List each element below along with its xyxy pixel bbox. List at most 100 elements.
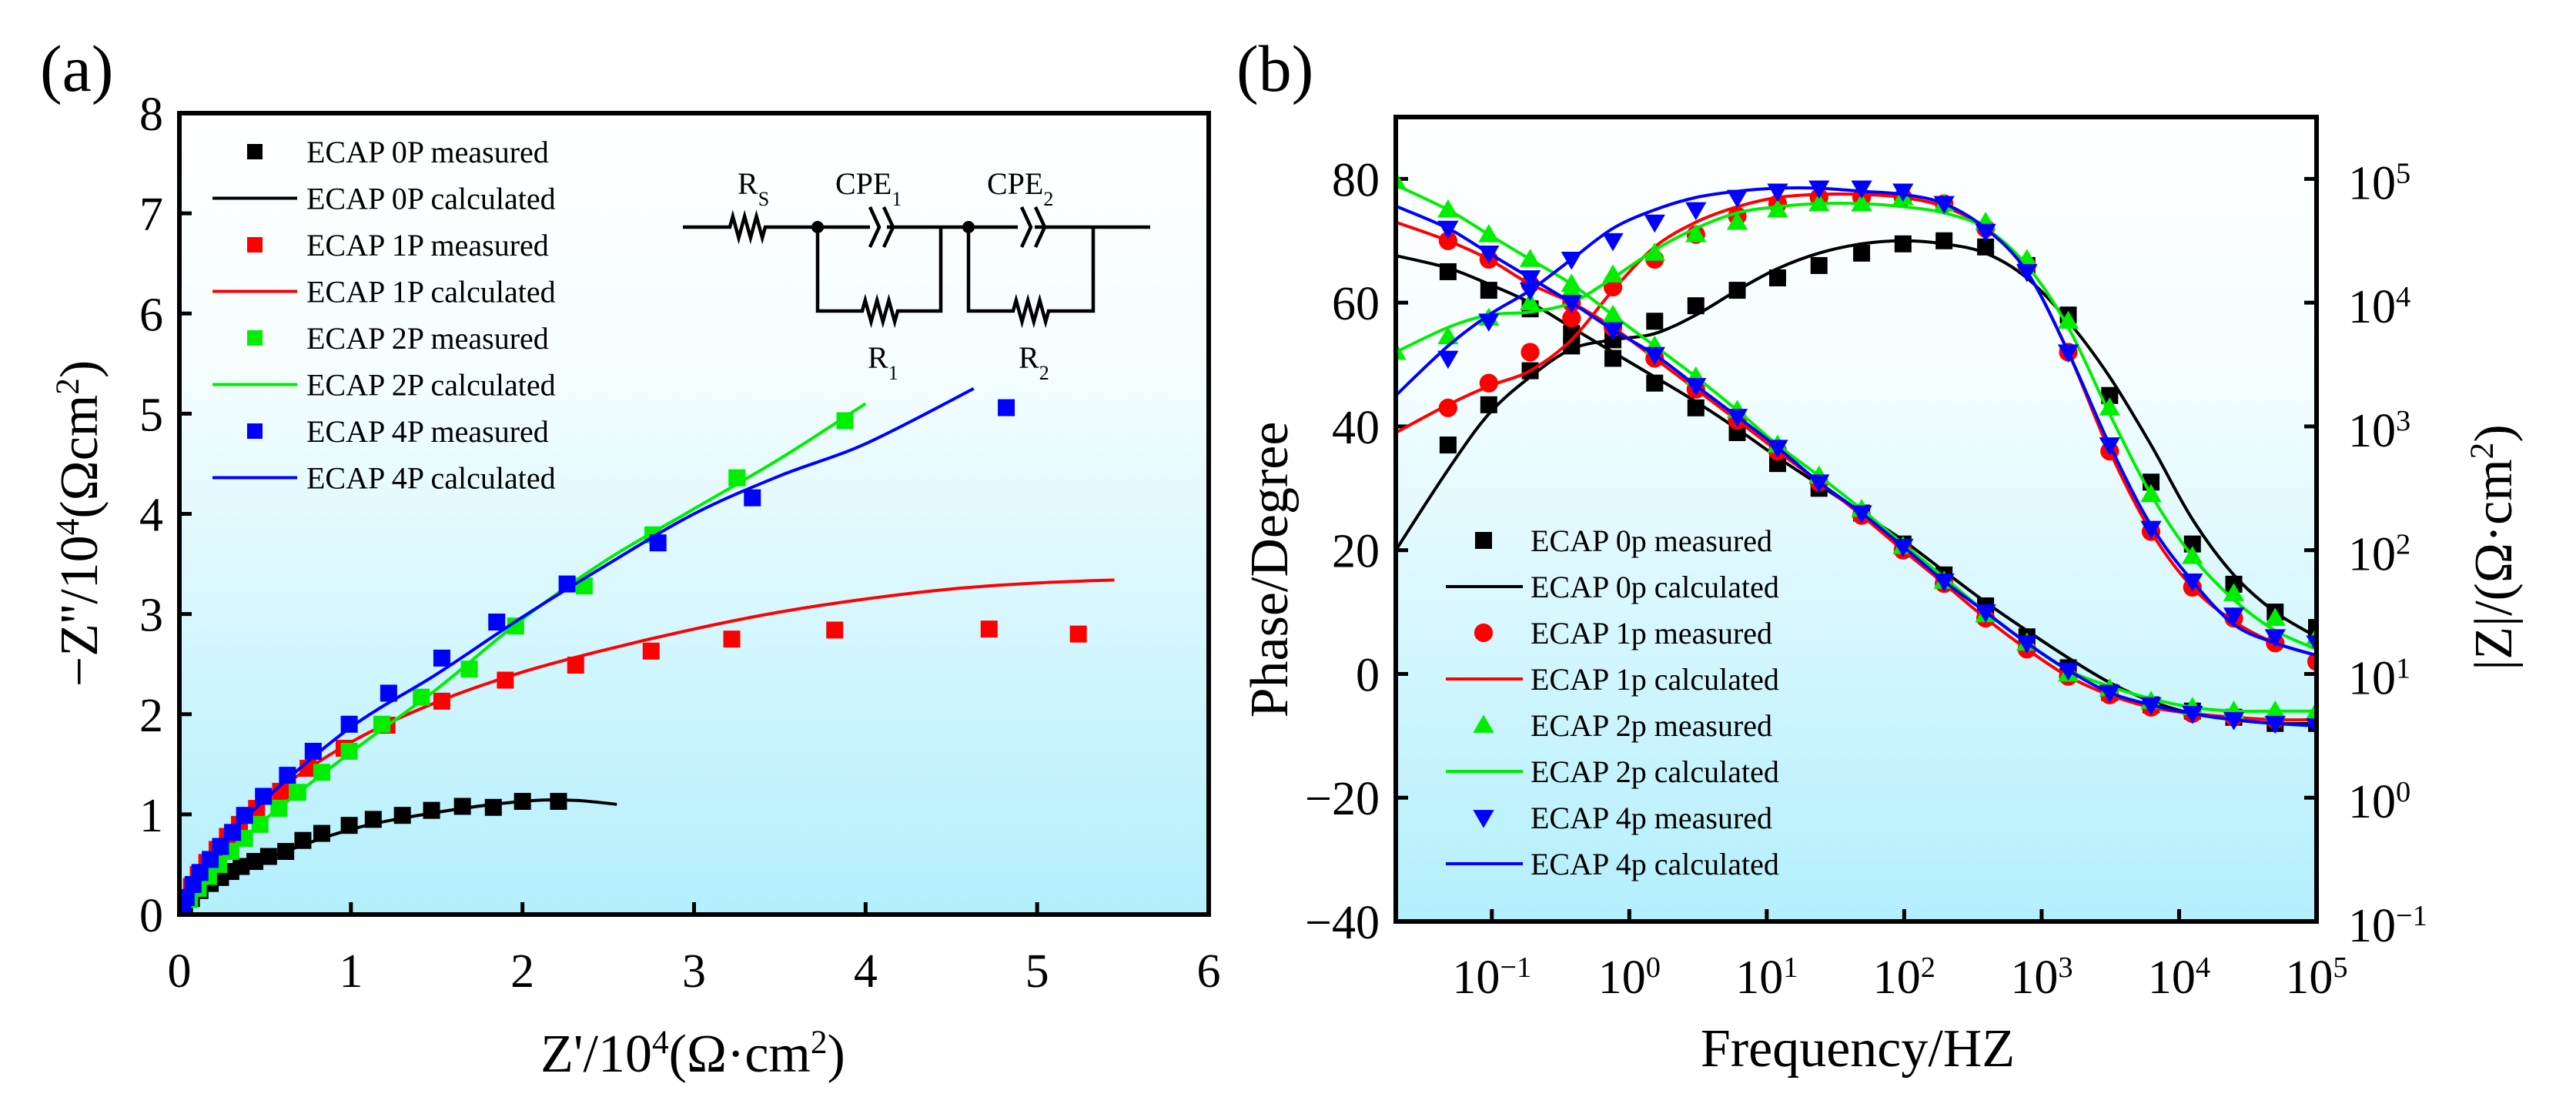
legend-entry: ECAP 1P measured <box>247 228 549 263</box>
text-part: −Z''/10 <box>50 535 109 687</box>
data-point <box>247 423 263 439</box>
legend-entry: ECAP 4p measured <box>1473 801 1772 835</box>
tick-base: 10 <box>2348 281 2396 333</box>
legend-entry: ECAP 4P measured <box>247 414 549 449</box>
x-tick-label: 6 <box>1197 945 1221 998</box>
phase-point <box>1935 232 1953 249</box>
phase-point <box>1726 189 1748 209</box>
label-base: CPE <box>987 166 1043 201</box>
bode-panel: (b) 10−1 100 101 102 103 104 105806040200−20−4… <box>1236 32 2524 1079</box>
tick-base: 10 <box>1735 951 1783 1004</box>
phase-fit-line <box>1396 192 2317 657</box>
x-tick-label: 10−1 <box>1452 951 1531 1004</box>
tick-base: 10 <box>2348 776 2396 828</box>
phase-point <box>2057 310 2079 329</box>
phase-point <box>1437 350 1459 370</box>
legend-entry: ECAP 4P calculated <box>212 461 556 496</box>
y-right-tick-label: 102 <box>2348 529 2410 581</box>
data-point <box>247 144 263 159</box>
circuit-label: R2 <box>1019 340 1049 384</box>
text-part: Z'/10 <box>540 1025 652 1084</box>
y-tick-label: 4 <box>139 490 163 542</box>
legend-entry: ECAP 2P calculated <box>212 368 556 403</box>
data-point <box>836 412 854 430</box>
phase-point <box>1602 264 1624 283</box>
legend-entry: ECAP 1P calculated <box>212 275 556 309</box>
data-point <box>255 788 273 805</box>
label-subscript: S <box>758 188 769 210</box>
y-left-tick-label: 40 <box>1332 402 1380 454</box>
legend-entry: ECAP 2P measured <box>247 321 549 356</box>
label-base: R <box>738 166 758 201</box>
data-point <box>1069 625 1087 643</box>
phase-point <box>1439 436 1457 454</box>
tick-exponent: 1 <box>1783 951 1798 984</box>
tick-exponent: −1 <box>2396 900 2427 932</box>
tick-exponent: 5 <box>2333 951 2347 984</box>
legend-label: ECAP 4P measured <box>306 414 549 449</box>
phase-point <box>2308 619 2317 637</box>
data-point <box>558 575 576 593</box>
circuit-label: CPE2 <box>987 166 1053 210</box>
legend-label: ECAP 4P calculated <box>306 461 556 496</box>
legend-label: ECAP 4p calculated <box>1531 847 1779 881</box>
data-point <box>567 656 584 674</box>
data-point <box>1473 714 1494 733</box>
phase-point <box>2183 535 2201 553</box>
legend-entry: ECAP 1p measured <box>1474 616 1772 650</box>
y-right-tick-label: 103 <box>2348 405 2410 457</box>
y-right-tick-label: 104 <box>2348 281 2410 333</box>
x-tick-label: 103 <box>2010 951 2073 1004</box>
tick-base: 10 <box>1452 951 1500 1004</box>
y-left-tick-label: 20 <box>1332 526 1380 578</box>
x-axis-title-b: Frequency/HZ <box>1701 1019 2015 1079</box>
legend-label: ECAP 1P calculated <box>306 275 556 309</box>
x-tick-label: 0 <box>168 945 192 998</box>
data-point <box>744 489 761 507</box>
series-ecap-4p-calculated <box>179 387 975 915</box>
tick-base: 10 <box>2348 529 2396 581</box>
r1-branch <box>815 227 943 329</box>
tick-base: 10 <box>2148 951 2196 1004</box>
x-tick-label: 4 <box>854 945 878 998</box>
legend-label: ECAP 0P calculated <box>306 182 556 216</box>
cpe2-symbol <box>1019 206 1047 248</box>
tick-exponent: 4 <box>2396 281 2410 313</box>
phase-point <box>1687 297 1705 315</box>
superscript: 2 <box>811 1024 828 1061</box>
phase-point <box>2307 652 2317 671</box>
circuit-label: R1 <box>868 340 898 384</box>
tick-base: 10 <box>2348 157 2396 209</box>
plot-frame-a <box>177 111 1211 917</box>
phase-point <box>1521 343 1540 362</box>
series-ecap-0p-calculated <box>179 798 617 915</box>
x-tick-label: 102 <box>1873 951 1935 1004</box>
tick-base: 10 <box>2348 652 2396 704</box>
data-point <box>380 684 397 702</box>
x-tick-label: 104 <box>2148 951 2210 1004</box>
tick-base: 10 <box>2348 900 2396 952</box>
phase-point <box>1562 309 1581 328</box>
legend-entry: ECAP 2p measured <box>1473 708 1772 743</box>
circuit-node <box>811 221 824 233</box>
tick-exponent: −1 <box>1500 951 1531 984</box>
phase-point <box>1851 180 1872 199</box>
x-axis-title-a: Z'/104(Ω·cm2) <box>540 1024 845 1084</box>
data-point <box>413 688 430 706</box>
phase-point <box>1480 396 1497 413</box>
label-base: R <box>1019 340 1039 375</box>
series-b <box>1396 170 2317 737</box>
tick-base: 10 <box>2348 405 2396 457</box>
fit-line <box>179 387 975 915</box>
series-ecap-2p-calculated <box>179 402 867 915</box>
legend-label: ECAP 1p measured <box>1531 616 1772 650</box>
legend-label: ECAP 0p measured <box>1531 523 1772 558</box>
data-point <box>1475 532 1492 549</box>
x-tick-label: 1 <box>339 945 363 998</box>
tick-base: 10 <box>1873 951 1921 1004</box>
tick-exponent: 3 <box>2058 951 2073 984</box>
y-axis-title-a: −Z''/104(Ωcm2) <box>49 360 109 687</box>
data-point <box>453 798 471 815</box>
